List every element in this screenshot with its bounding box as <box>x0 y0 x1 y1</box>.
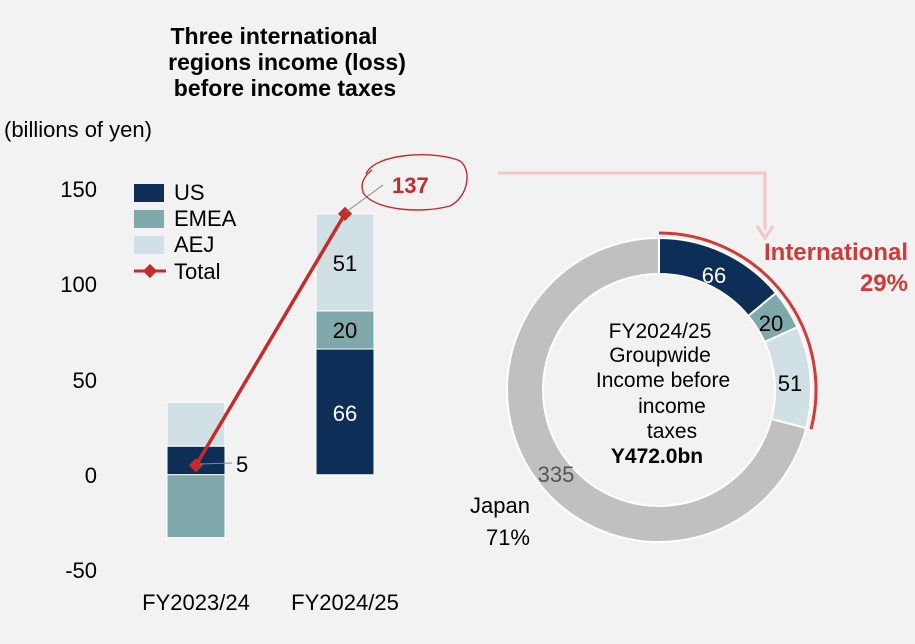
legend-label: AEJ <box>174 232 214 257</box>
legend-label: Total <box>174 259 220 284</box>
y-axis: 150 100 50 0 -50 <box>60 177 97 583</box>
total-line <box>194 212 347 467</box>
y-tick-label: 0 <box>85 463 97 488</box>
bar-emea-0 <box>166 474 226 539</box>
title-line-2: regions income (loss) <box>168 49 406 75</box>
total-leader-line <box>199 462 233 465</box>
bar-aej-0 <box>166 401 226 447</box>
center-value: Y472.0bn <box>611 445 703 468</box>
total-point-0 <box>188 458 204 473</box>
title-line-3: before income taxes <box>174 75 396 101</box>
connector-arrow <box>498 171 775 241</box>
center-line: income <box>638 395 706 418</box>
japan-label: Japan <box>470 493 530 518</box>
total-value-label: 5 <box>236 452 248 477</box>
highlight-circle <box>361 154 468 211</box>
us-value-label: 66 <box>333 401 357 426</box>
total-highlight-label: 137 <box>392 173 429 198</box>
y-tick-label: 150 <box>60 177 97 202</box>
japan-percent: 71% <box>486 525 530 550</box>
unit-label: (billions of yen) <box>4 117 152 142</box>
international-label: International <box>764 239 908 266</box>
donut-chart <box>506 236 812 543</box>
bar-emea-1 <box>315 310 375 350</box>
y-tick-label: 50 <box>73 368 97 393</box>
title-line-1: Three international <box>170 23 377 49</box>
total-leader-line <box>345 184 384 213</box>
bar-chart-title: Three international regions income (loss… <box>168 23 406 101</box>
bar-series-group <box>166 213 375 539</box>
center-line: taxes <box>647 420 697 443</box>
bar-us-1 <box>315 348 375 476</box>
donut-center-text: FY2024/25 Groupwide Income before income… <box>596 320 730 468</box>
donut-emea-label: 20 <box>759 311 783 336</box>
x-category-label: FY2024/25 <box>291 590 399 615</box>
legend-swatch-us <box>134 184 164 202</box>
legend-swatch-aej <box>134 236 164 254</box>
donut-us-label: 66 <box>702 263 726 288</box>
emea-value-label: 20 <box>333 318 357 343</box>
x-category-label: FY2023/24 <box>142 590 250 615</box>
donut-japan-label: 335 <box>538 462 575 487</box>
donut-aej-label: 51 <box>778 371 802 396</box>
legend: US EMEA AEJ Total <box>134 180 237 284</box>
y-tick-label: -50 <box>65 558 97 583</box>
legend-label: EMEA <box>174 206 237 231</box>
donut-slice-japan <box>506 236 808 543</box>
center-line: FY2024/25 <box>609 320 712 343</box>
bar-aej-1 <box>315 213 375 312</box>
international-percent: 29% <box>860 270 908 297</box>
center-line: Groupwide <box>609 344 711 367</box>
y-tick-label: 100 <box>60 272 97 297</box>
legend-total-marker <box>142 263 158 279</box>
center-line: Income before <box>596 369 730 392</box>
international-arc <box>658 231 818 430</box>
aej-value-label: 51 <box>333 251 357 276</box>
legend-swatch-emea <box>134 210 164 228</box>
legend-label: US <box>174 180 205 205</box>
